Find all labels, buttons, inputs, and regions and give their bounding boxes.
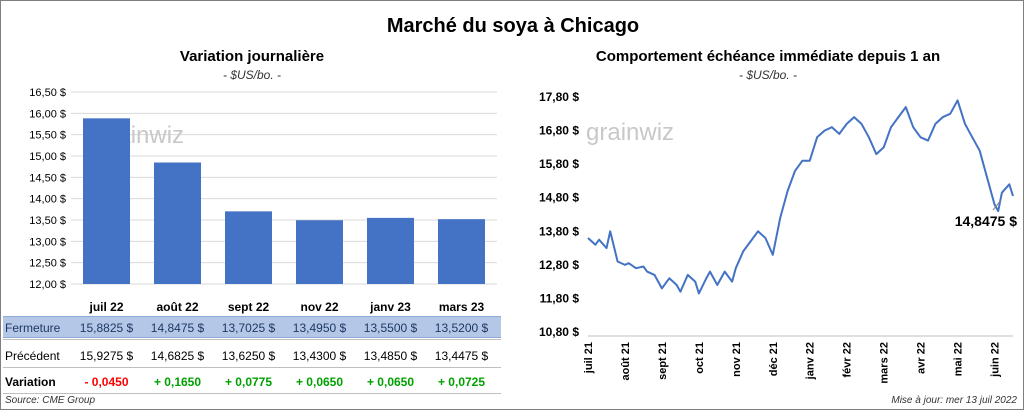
x-tick-label: juil 22 — [88, 300, 123, 314]
bar — [438, 219, 485, 284]
x-tick-label: juin 22 — [990, 342, 1002, 378]
table-divider — [3, 367, 501, 368]
row-label-variation: Variation — [5, 375, 56, 389]
x-tick-label: nov 22 — [300, 300, 338, 314]
table-row-variation: Variation - 0,0450 + 0,1650 + 0,0775 + 0,06… — [3, 371, 501, 393]
table-cell: 13,5500 $ — [363, 321, 418, 335]
table-cell: + 0,1650 — [153, 375, 202, 389]
y-tick-label: 12,80 $ — [539, 258, 579, 272]
y-tick-label: 15,80 $ — [539, 157, 579, 171]
y-tick-label: 13,80 $ — [539, 224, 579, 238]
bar — [154, 162, 201, 284]
y-tick-label: 14,00 $ — [29, 194, 66, 206]
x-tick-label: janv 23 — [369, 300, 411, 314]
y-tick-label: 17,80 $ — [539, 90, 579, 104]
row-label-close: Fermeture — [5, 321, 61, 335]
table-cell: + 0,0775 — [224, 375, 273, 389]
table-cell: 13,5200 $ — [434, 321, 489, 335]
y-tick-label: 12,50 $ — [29, 258, 66, 270]
table-cell: 13,4475 $ — [434, 349, 489, 363]
y-tick-label: 11,80 $ — [540, 291, 580, 305]
table-cell: 14,6825 $ — [150, 349, 205, 363]
footer-updated: Mise à jour: mer 13 juil 2022 — [891, 395, 1017, 406]
x-tick-label: août 22 — [156, 300, 198, 314]
left-chart-title: Variation journalière — [179, 48, 325, 65]
table-cell: + 0,0650 — [295, 375, 344, 389]
annotation-leader — [992, 199, 1002, 211]
last-price-label: 14,8475 $ — [955, 213, 1017, 229]
y-tick-label: 15,00 $ — [29, 151, 66, 163]
table-row-close: Fermeture 15,8825 $ 14,8475 $ 13,7025 $ 13,… — [3, 316, 501, 338]
x-tick-label: mars 23 — [439, 300, 485, 314]
table-cell: 13,7025 $ — [221, 321, 276, 335]
x-tick-label: nov 21 — [731, 342, 743, 377]
table-divider — [3, 393, 501, 394]
table-cell: 13,6250 $ — [221, 349, 276, 363]
y-tick-label: 13,00 $ — [29, 236, 66, 248]
x-tick-label: mars 22 — [879, 342, 891, 384]
table-cell: + 0,0650 — [366, 375, 415, 389]
price-line — [587, 99, 1014, 295]
y-tick-label: 12,00 $ — [29, 279, 66, 291]
row-label-previous: Précédent — [5, 349, 60, 363]
x-tick-label: mai 22 — [953, 342, 965, 376]
right-chart-title: Comportement échéance immédiate depuis 1… — [595, 48, 941, 65]
table-cell: 15,9275 $ — [79, 349, 134, 363]
y-tick-label: 13,50 $ — [29, 215, 66, 227]
main-title: Marché du soya à Chicago — [386, 15, 640, 37]
y-tick-label: 14,50 $ — [29, 172, 66, 184]
watermark-logo: grainwiz — [586, 119, 674, 146]
table-cell: - 0,0450 — [84, 375, 129, 389]
line-chart: grainwiz 10,80 $ 11,80 $ 12,80 $ 13,80 $ 14,… — [539, 90, 1017, 384]
bar — [296, 220, 343, 284]
table-cell: 13,4850 $ — [363, 349, 418, 363]
x-tick-label: févr 22 — [842, 342, 854, 377]
y-tick-label: 16,50 $ — [29, 87, 66, 99]
table-cell: 13,4300 $ — [292, 349, 347, 363]
x-tick-label: sept 22 — [228, 300, 270, 314]
bar — [225, 211, 272, 284]
x-tick-label: oct 21 — [694, 342, 706, 374]
x-tick-label: sept 21 — [657, 342, 669, 380]
y-tick-label: 10,80 $ — [539, 325, 579, 339]
y-tick-label: 14,80 $ — [539, 191, 579, 205]
x-tick-label: août 21 — [620, 342, 632, 381]
right-chart-unit: - $US/bo. - — [738, 68, 798, 82]
table-cell: + 0,0725 — [437, 375, 486, 389]
x-tick-label: juil 21 — [583, 342, 595, 374]
table-cell: 14,8475 $ — [150, 321, 205, 335]
bar-chart: grainwiz 12,00 $12,50 $13,00 $13,50 $14,… — [29, 87, 497, 314]
y-tick-label: 15,50 $ — [29, 130, 66, 142]
x-tick-label: janv 22 — [805, 342, 817, 380]
table-row-previous: Précédent 15,9275 $ 14,6825 $ 13,6250 $ 13,… — [3, 345, 501, 367]
footer-source: Source: CME Group — [5, 395, 96, 406]
table-cell: 13,4950 $ — [292, 321, 347, 335]
x-tick-label: avr 22 — [916, 342, 928, 374]
bar — [83, 118, 130, 284]
y-tick-label: 16,80 $ — [539, 124, 579, 138]
table-divider — [3, 339, 501, 340]
left-chart-unit: - $US/bo. - — [222, 68, 282, 82]
table-cell: 15,8825 $ — [79, 321, 134, 335]
bar — [367, 217, 414, 284]
y-tick-label: 16,00 $ — [29, 108, 66, 120]
x-tick-label: déc 21 — [768, 342, 780, 376]
